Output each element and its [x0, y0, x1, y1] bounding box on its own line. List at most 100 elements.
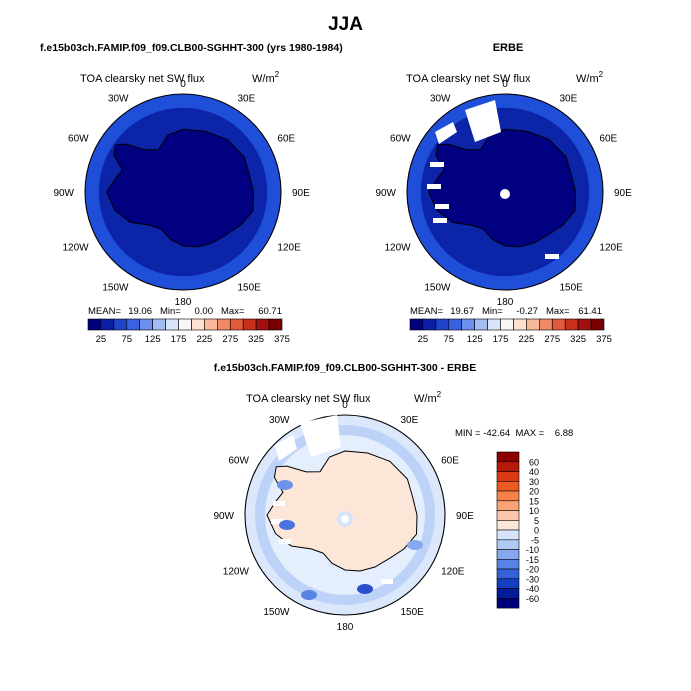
colorbar-tick-label: 325: [248, 334, 264, 345]
colorbar-swatch: [217, 318, 231, 331]
panel-obs-stats: MEAN= 19.67 Min= -0.27 Max= 61.41: [410, 306, 602, 317]
lon-label: 60W: [390, 134, 411, 145]
colorbar-swatch: [496, 558, 520, 570]
colorbar-tick-label: 225: [196, 334, 212, 345]
stat-max-label: Max=: [546, 306, 570, 317]
missing-data-patch: [273, 501, 285, 506]
colorbar-swatch: [152, 318, 166, 331]
lon-label: 30W: [108, 94, 129, 105]
panel-model-stats: MEAN= 19.06 Min= 0.00 Max= 60.71: [88, 306, 282, 317]
lon-label: 150W: [263, 607, 290, 618]
colorbar-swatch: [409, 318, 424, 331]
colorbar-tick-label: 275: [222, 334, 238, 345]
lon-label: 120W: [62, 243, 89, 254]
colorbar-swatch: [178, 318, 192, 331]
stat-min-label: Min=: [160, 306, 181, 317]
colorbar-tick-label: -60: [526, 594, 539, 604]
colorbar-swatch: [538, 318, 553, 331]
colorbar-swatch: [87, 318, 102, 331]
colorbar-tick-label: 75: [122, 334, 133, 345]
lon-label: 30E: [560, 94, 578, 105]
colorbar-swatch: [139, 318, 153, 331]
colorbar-tick-label: -30: [526, 574, 539, 584]
lon-label: 120W: [223, 567, 250, 578]
map-diff: 0 30E 60E 90E 120E 150E 180 150W 120W 90W 60W 30W: [213, 400, 474, 633]
colorbar-tick-label: 125: [467, 334, 483, 345]
lon-label: 150E: [238, 282, 262, 293]
colorbar-obs: 25 75 125 175 225 275 325 375: [409, 318, 612, 345]
colorbar-swatch: [435, 318, 450, 331]
panel-diff-header: f.e15b03ch.FAMIP.f09_f09.CLB00-SGHHT-300…: [214, 362, 476, 374]
colorbar-swatch: [487, 318, 501, 331]
lon-label: 180: [497, 297, 514, 308]
colorbar-swatch: [461, 318, 475, 331]
stat-mean-label: MEAN=: [410, 306, 443, 317]
lon-label: 30E: [401, 415, 419, 426]
colorbar-swatch: [242, 318, 257, 331]
colorbar-swatch: [474, 318, 488, 331]
colorbar-swatch: [496, 568, 520, 580]
panel-obs-variable: TOA clearsky net SW flux: [406, 73, 531, 85]
lon-label: 120E: [599, 243, 623, 254]
lon-label: 60W: [68, 134, 89, 145]
colorbar-tick-label: -5: [531, 535, 539, 545]
colorbar-swatch: [496, 597, 520, 609]
panel-model-units: W/m2: [252, 70, 280, 85]
colorbar-swatch: [496, 461, 520, 472]
colorbar-swatch: [496, 539, 520, 550]
stat-max-label: Max=: [221, 306, 245, 317]
lon-label: 60E: [441, 456, 459, 467]
antarctica-coastline: [266, 450, 418, 572]
colorbar-model: 25 75 125 175 225 275 325 375: [87, 318, 290, 345]
lon-label: 150E: [401, 607, 425, 618]
colorbar-swatch: [422, 318, 437, 331]
panel-diff-units: W/m2: [414, 390, 442, 405]
stat-min-value: 0.00: [195, 306, 214, 317]
lon-label: 30W: [430, 94, 451, 105]
negative-anomaly: [301, 590, 317, 600]
colorbar-tick-label: -40: [526, 584, 539, 594]
colorbar-tick-label: -15: [526, 555, 539, 565]
lon-label: 150W: [424, 282, 451, 293]
stat-min-value: -0.27: [516, 306, 538, 317]
colorbar-tick-label: 30: [529, 477, 539, 487]
colorbar-tick-label: 325: [570, 334, 586, 345]
panel-diff-variable: TOA clearsky net SW flux: [246, 393, 371, 405]
colorbar-swatch: [513, 318, 527, 331]
lon-label: 30W: [269, 415, 290, 426]
colorbar-swatch: [551, 318, 566, 331]
lon-label: 90W: [375, 188, 396, 199]
colorbar-tick-label: -20: [526, 565, 539, 575]
stat-mean-value: 19.06: [128, 306, 152, 317]
negative-anomaly: [407, 540, 423, 550]
colorbar-tick-label: 15: [529, 496, 539, 506]
panel-obs-units: W/m2: [576, 70, 604, 85]
colorbar-swatch: [526, 318, 540, 331]
missing-data-patch: [275, 435, 297, 461]
lon-label: 120E: [277, 243, 301, 254]
colorbar-tick-label: 10: [529, 506, 539, 516]
stat-max-value: 61.41: [578, 306, 602, 317]
colorbar-swatch: [113, 318, 128, 331]
colorbar-swatch: [204, 318, 218, 331]
colorbar-swatch: [496, 578, 520, 589]
lon-label: 0: [180, 79, 186, 90]
lon-label: 60E: [599, 134, 617, 145]
lon-label: 150W: [102, 282, 129, 293]
lon-label: 150E: [560, 282, 584, 293]
lon-label: 30E: [238, 94, 256, 105]
stat-mean-label: MEAN=: [88, 306, 121, 317]
colorbar-tick-label: 25: [96, 334, 107, 345]
negative-anomaly: [357, 584, 373, 594]
page-title: JJA: [328, 14, 363, 35]
missing-data-patch: [465, 100, 501, 142]
lon-label: 120W: [384, 243, 411, 254]
colorbar-swatch: [496, 451, 520, 463]
colorbar-tick-label: 125: [145, 334, 161, 345]
colorbar-tick-label: 40: [529, 467, 539, 477]
colorbar-tick-label: 375: [274, 334, 290, 345]
pole-hole: [341, 515, 349, 523]
missing-data-patch: [435, 204, 449, 209]
